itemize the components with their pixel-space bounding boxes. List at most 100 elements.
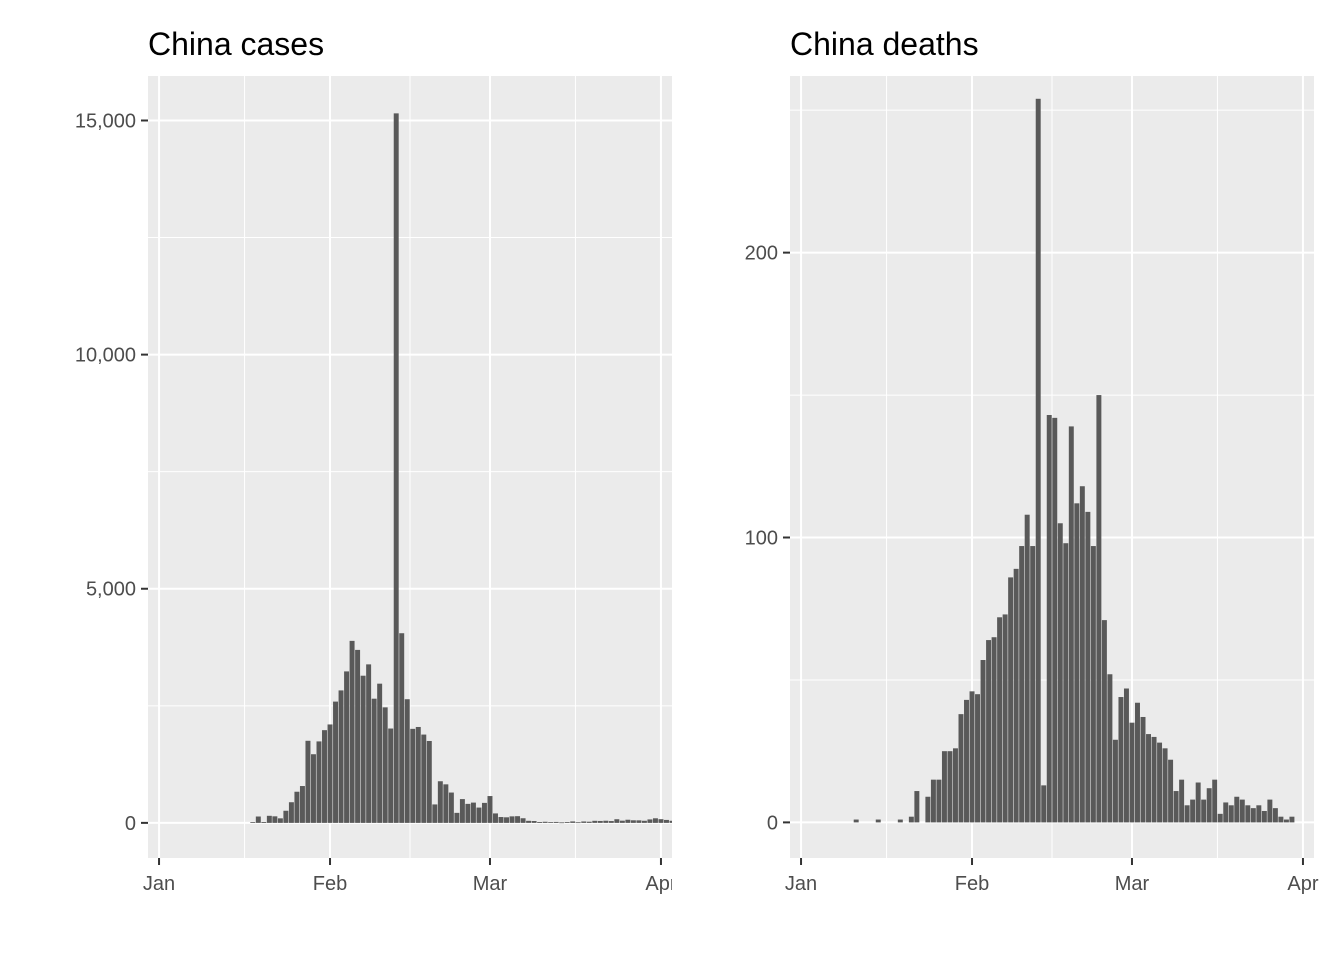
bar — [520, 818, 526, 823]
x-tick-label: Feb — [313, 873, 347, 895]
chart-title-cases: China cases — [148, 26, 325, 62]
bar — [1030, 546, 1036, 823]
bar — [947, 751, 953, 823]
y-tick-label: 0 — [767, 812, 778, 834]
bar — [636, 820, 642, 823]
bar — [426, 740, 432, 823]
bar — [1168, 759, 1174, 823]
bar — [969, 691, 975, 823]
bar — [1283, 819, 1289, 823]
bar — [1228, 805, 1234, 823]
bar — [316, 741, 322, 823]
bar — [288, 802, 294, 823]
bar — [553, 821, 559, 823]
bar — [1057, 523, 1063, 823]
bar — [277, 818, 283, 823]
bar — [250, 822, 256, 823]
bar — [1162, 748, 1168, 823]
bar — [586, 821, 592, 823]
bar — [1245, 805, 1251, 823]
bar — [1041, 785, 1047, 823]
bar — [531, 821, 537, 823]
bar — [504, 817, 509, 823]
x-tick-label: Apr — [645, 873, 672, 895]
bar — [997, 617, 1003, 823]
bar — [371, 698, 377, 823]
bar — [1013, 568, 1019, 823]
bar — [647, 819, 653, 823]
bar — [592, 820, 598, 823]
bar — [305, 740, 311, 823]
bar — [377, 683, 383, 823]
bar — [581, 821, 587, 823]
bar — [1184, 805, 1190, 823]
bar — [925, 796, 931, 823]
bar — [1096, 395, 1102, 823]
bar — [652, 818, 658, 823]
bar — [575, 822, 581, 824]
bar — [366, 664, 372, 823]
y-tick-label: 5,000 — [86, 579, 136, 601]
bar — [448, 792, 454, 823]
x-tick-label: Mar — [1115, 873, 1150, 895]
bar — [437, 781, 443, 823]
bar — [294, 791, 300, 823]
bar — [1223, 802, 1229, 823]
bar — [564, 822, 570, 823]
bar — [619, 820, 625, 823]
bar — [897, 819, 903, 823]
bar — [470, 802, 476, 823]
bar — [310, 754, 316, 823]
bar — [1074, 503, 1080, 823]
bar — [1179, 779, 1185, 823]
bar — [322, 730, 327, 823]
bar — [399, 633, 405, 823]
bar — [283, 810, 289, 823]
bar — [272, 816, 278, 823]
bar — [404, 699, 410, 823]
bar — [1272, 808, 1278, 823]
bar — [1090, 546, 1096, 823]
bar — [459, 799, 465, 823]
y-tick-label: 0 — [125, 813, 136, 835]
bar — [1201, 799, 1207, 823]
bar — [875, 819, 881, 823]
bar — [614, 819, 620, 823]
bar — [1289, 816, 1295, 823]
bar — [1239, 799, 1245, 823]
bar — [1261, 810, 1267, 823]
bar — [349, 640, 355, 823]
bar — [1206, 788, 1212, 823]
bar — [853, 819, 859, 823]
bar — [664, 819, 669, 823]
bar — [1085, 511, 1091, 823]
bar — [415, 726, 421, 823]
bar — [986, 640, 992, 823]
x-tick-label: Jan — [785, 873, 817, 895]
bar — [526, 820, 532, 823]
bar — [1008, 577, 1014, 823]
china-cases-chart: 0 5,000 10,000 15,000 Jan Feb Mar Apr — [75, 76, 672, 895]
y-tick-label: 10,000 — [75, 345, 136, 367]
bar — [1129, 722, 1135, 823]
y-tick-label: 15,000 — [75, 110, 136, 132]
bar — [1217, 813, 1223, 823]
bar — [958, 714, 964, 823]
bar — [908, 816, 914, 823]
bar — [658, 819, 664, 823]
bar — [991, 637, 997, 823]
bar — [542, 821, 548, 823]
bar — [355, 649, 361, 823]
bar — [936, 779, 942, 823]
bar — [1118, 697, 1124, 823]
bar — [1079, 486, 1085, 823]
bar — [1063, 543, 1069, 823]
bar — [630, 820, 636, 823]
bar — [597, 820, 603, 823]
bar — [465, 803, 471, 823]
bar — [1101, 620, 1107, 823]
bar — [1256, 805, 1262, 823]
bar — [603, 820, 609, 823]
bar — [1019, 546, 1025, 823]
bar — [1107, 674, 1113, 823]
